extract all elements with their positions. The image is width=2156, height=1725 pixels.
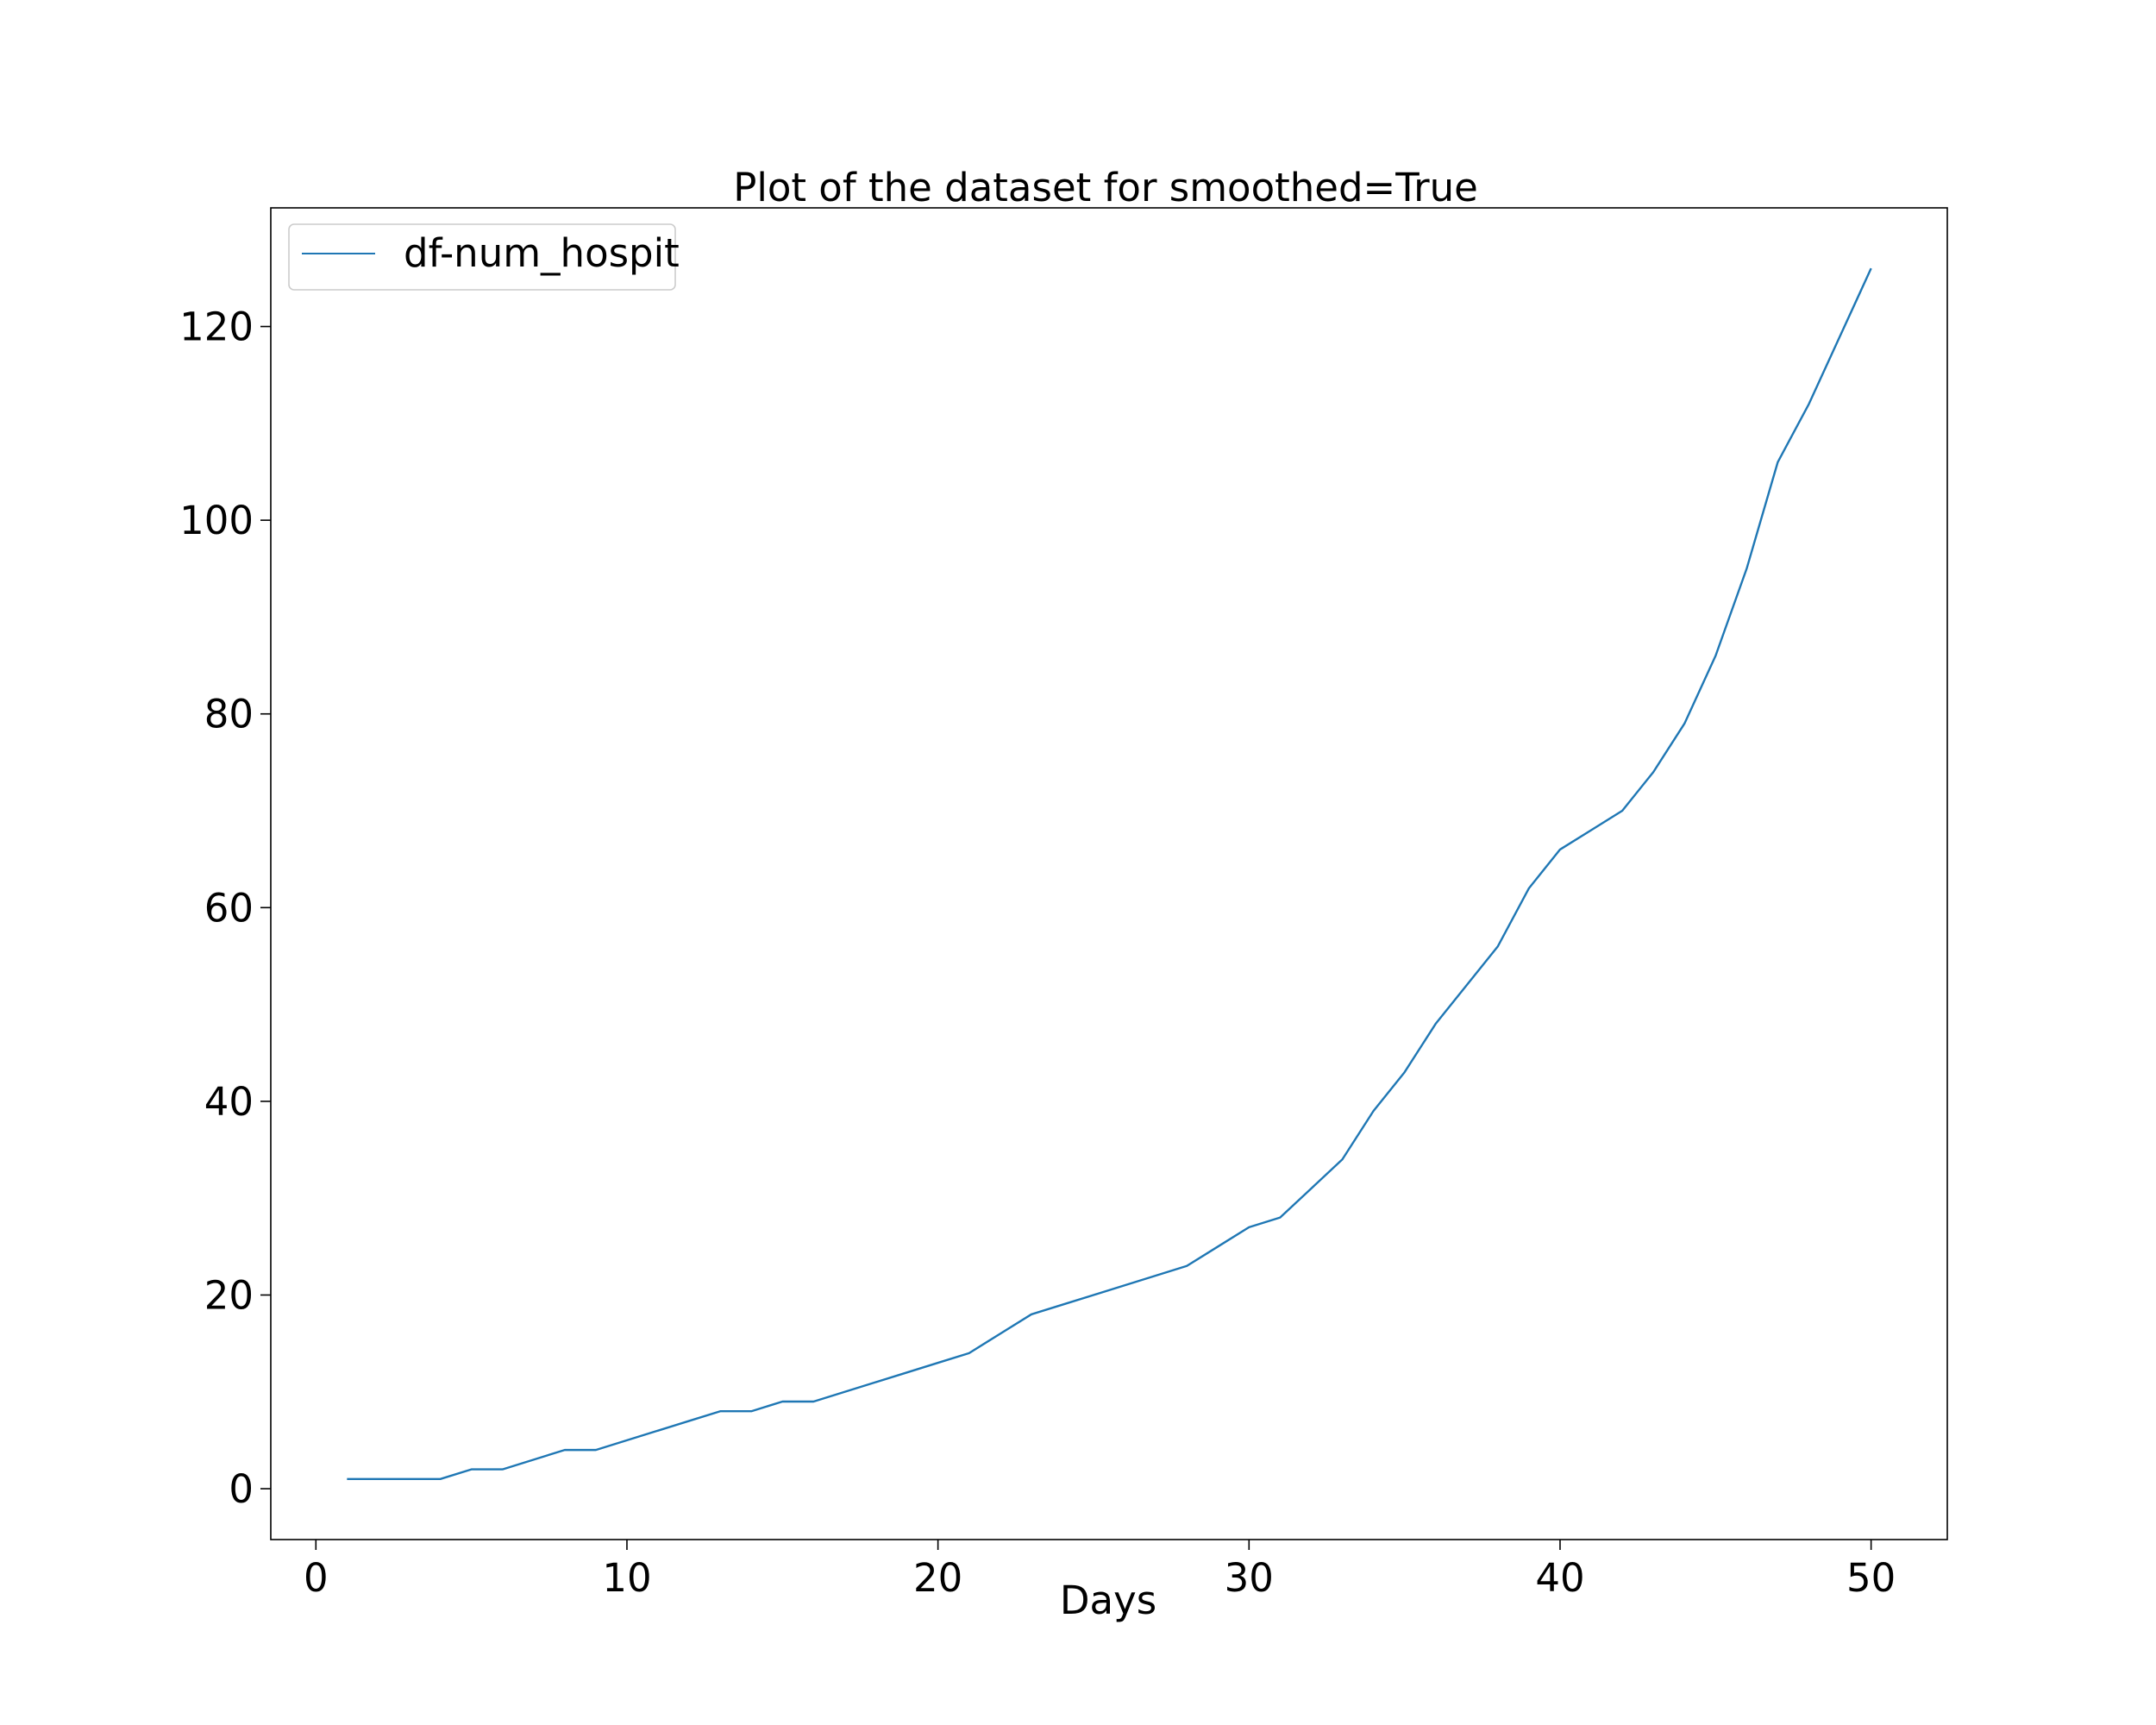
x-tick-label: 40 xyxy=(1535,1555,1584,1601)
legend-box xyxy=(288,223,676,291)
y-tick-label: 20 xyxy=(204,1272,254,1318)
legend-label: df-num_hospit xyxy=(404,230,680,276)
axes-frame xyxy=(270,207,1948,1540)
y-tick-label: 80 xyxy=(204,692,254,737)
y-tick-label: 40 xyxy=(204,1079,254,1125)
x-tick-label: 0 xyxy=(304,1555,329,1601)
y-tick-label: 120 xyxy=(179,304,254,350)
x-tick-label: 10 xyxy=(602,1555,651,1601)
x-tick-label: 30 xyxy=(1225,1555,1274,1601)
y-tick-label: 100 xyxy=(179,498,254,543)
y-tick-label: 60 xyxy=(204,885,254,931)
x-tick-label: 20 xyxy=(913,1555,962,1601)
series-line-0 xyxy=(347,267,1872,1481)
x-tick-label: 50 xyxy=(1846,1555,1896,1601)
legend: df-num_hospit xyxy=(288,223,680,291)
y-tick-label: 0 xyxy=(229,1466,254,1512)
chart-title: Plot of the dataset for smoothed=True xyxy=(733,165,1478,210)
x-axis-label: Days xyxy=(1060,1578,1156,1623)
